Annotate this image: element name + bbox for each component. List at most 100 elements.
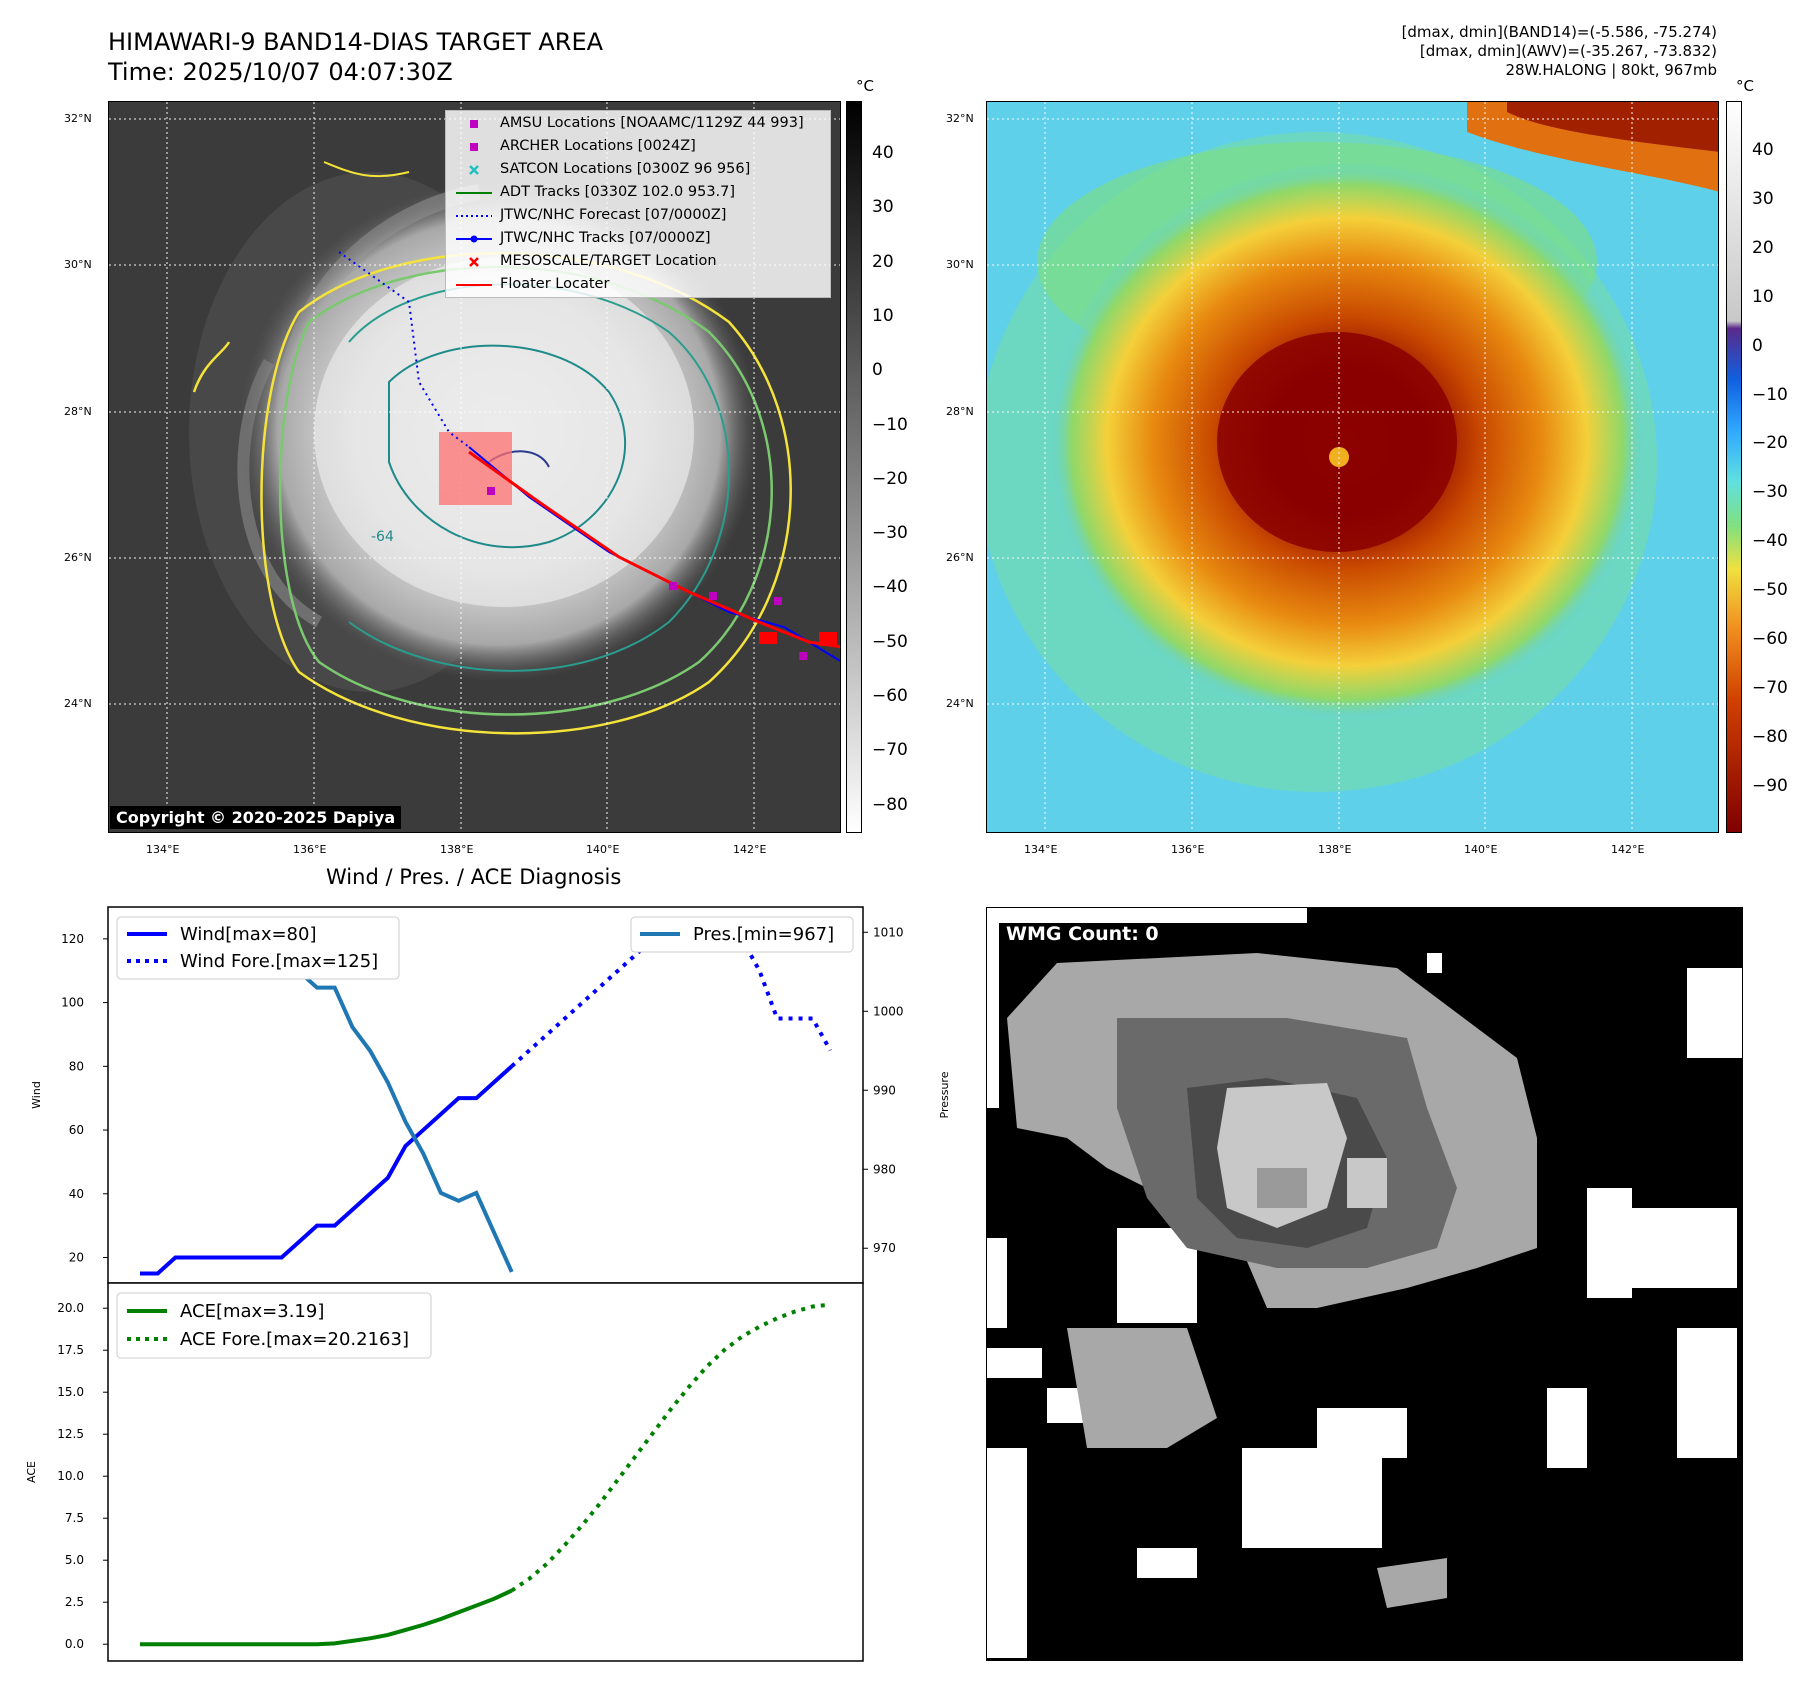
lon-label-140e: 140°E xyxy=(586,843,620,856)
gray-colorbar-tick: −70 xyxy=(872,740,908,761)
gray-colorbar-tick: 20 xyxy=(872,251,894,272)
wind-ytick-label: 80 xyxy=(69,1059,84,1073)
pres-legend: Pres.[min=967] xyxy=(630,916,854,953)
wind-line xyxy=(140,1064,514,1276)
color-colorbar-tick: −40 xyxy=(1752,531,1788,552)
awv-color-panel xyxy=(986,101,1719,833)
color-colorbar-tick: 20 xyxy=(1752,237,1774,258)
pres-ytick-label: 970 xyxy=(873,1241,896,1255)
ace-ytick-label: 7.5 xyxy=(65,1511,84,1525)
lon-label-138e-right: 138°E xyxy=(1318,843,1352,856)
lon-label-142e-right: 142°E xyxy=(1611,843,1645,856)
wmg-panel xyxy=(986,907,1743,1661)
ace-ytick-label: 2.5 xyxy=(65,1595,84,1609)
gray-colorbar xyxy=(846,101,862,833)
lon-label-134e: 134°E xyxy=(146,843,180,856)
ace-fore-legend-label: ACE Fore.[max=20.2163] xyxy=(180,1329,409,1350)
lat-label-32n-right: 32°N xyxy=(946,112,974,125)
ace-ytick-label: 5.0 xyxy=(65,1553,84,1567)
ace-ytick-label: 17.5 xyxy=(57,1343,84,1357)
lat-label-30n-right: 30°N xyxy=(946,258,974,271)
wmg-image xyxy=(987,908,1742,1660)
pres-ytick-label: 980 xyxy=(873,1162,896,1176)
color-colorbar-tick: −10 xyxy=(1752,384,1788,405)
storm-info-text: 28W.HALONG | 80kt, 967mb xyxy=(1505,61,1717,79)
wind-ytick-label: 20 xyxy=(69,1251,84,1265)
gray-colorbar-tick: −40 xyxy=(872,577,908,598)
map-legend: AMSU Locations [NOAAMC/1129Z 44 993] ARC… xyxy=(445,110,831,298)
awv-color-image xyxy=(987,102,1718,832)
color-colorbar-tick: 30 xyxy=(1752,188,1774,209)
wind-legend: Wind[max=80] Wind Fore.[max=125] xyxy=(116,916,400,980)
color-colorbar-tick: −20 xyxy=(1752,433,1788,454)
gray-colorbar-tick: 0 xyxy=(872,360,883,381)
wind-ytick-label: 120 xyxy=(61,932,84,946)
lon-label-138e: 138°E xyxy=(440,843,474,856)
gray-colorbar-tick: −10 xyxy=(872,414,908,435)
color-colorbar-tick: −30 xyxy=(1752,482,1788,503)
lon-label-140e-right: 140°E xyxy=(1464,843,1498,856)
lat-label-30n: 30°N xyxy=(64,258,92,271)
ace-ytick-label: 0.0 xyxy=(65,1637,84,1651)
color-colorbar-tick: 0 xyxy=(1752,335,1763,356)
wind-forecast-line xyxy=(510,920,833,1068)
wind-legend-label: Wind[max=80] xyxy=(180,924,317,945)
dmax-awv-text: [dmax, dmin](AWV)=(-35.267, -73.832) xyxy=(1419,42,1717,60)
color-colorbar-unit: °C xyxy=(1736,77,1754,95)
lat-label-28n: 28°N xyxy=(64,405,92,418)
ace-axis-label: ACE xyxy=(25,1461,38,1483)
color-colorbar-tick: −60 xyxy=(1752,629,1788,649)
pres-legend-label: Pres.[min=967] xyxy=(693,924,834,945)
color-colorbar-tick: 40 xyxy=(1752,140,1774,160)
figure-title-line1: HIMAWARI-9 BAND14-DIAS TARGET AREA xyxy=(108,28,604,56)
pres-ytick-label: 1000 xyxy=(873,1004,904,1018)
lon-label-136e-right: 136°E xyxy=(1171,843,1205,856)
pres-ytick-label: 1010 xyxy=(873,925,904,939)
ace-forecast-line xyxy=(510,1302,831,1593)
wind-fore-legend-label: Wind Fore.[max=125] xyxy=(180,951,378,972)
diagnosis-title: Wind / Pres. / ACE Diagnosis xyxy=(326,865,622,889)
copyright-label: Copyright © 2020-2025 Dapiya xyxy=(110,806,402,829)
wind-ytick-label: 60 xyxy=(69,1123,84,1137)
color-colorbar-tick: −80 xyxy=(1752,726,1788,747)
color-colorbar-tick: −50 xyxy=(1752,580,1788,601)
lat-label-24n: 24°N xyxy=(64,697,92,710)
gray-colorbar-tick: 10 xyxy=(872,305,894,326)
color-colorbar-tick: 10 xyxy=(1752,286,1774,307)
wind-axis-label: Wind xyxy=(30,1081,43,1109)
ace-ytick-label: 20.0 xyxy=(57,1301,84,1315)
pres-ytick-label: 990 xyxy=(873,1083,896,1097)
lat-label-26n-right: 26°N xyxy=(946,551,974,564)
color-colorbar-tick: −70 xyxy=(1752,677,1788,698)
gray-colorbar-unit: °C xyxy=(856,77,874,95)
lat-label-28n-right: 28°N xyxy=(946,405,974,418)
lon-label-134e-right: 134°E xyxy=(1024,843,1058,856)
lat-label-24n-right: 24°N xyxy=(946,697,974,710)
ace-ytick-label: 10.0 xyxy=(57,1469,84,1483)
contour-label: -64 xyxy=(371,529,394,545)
gray-colorbar-tick: −30 xyxy=(872,523,908,544)
ace-line xyxy=(140,1588,513,1647)
pressure-axis-label: Pressure xyxy=(938,1071,951,1118)
gray-colorbar-tick: 30 xyxy=(872,197,894,218)
wind-ytick-label: 40 xyxy=(69,1187,84,1201)
ace-ytick-label: 15.0 xyxy=(57,1385,84,1399)
lat-label-32n: 32°N xyxy=(64,112,92,125)
gray-colorbar-tick: 40 xyxy=(872,143,894,163)
ace-legend-label: ACE[max=3.19] xyxy=(180,1301,324,1322)
gray-colorbar-tick: −20 xyxy=(872,468,908,489)
wind-ytick-label: 100 xyxy=(61,996,84,1010)
gray-colorbar-tick: −50 xyxy=(872,631,908,652)
ace-ytick-label: 12.5 xyxy=(57,1427,84,1441)
color-colorbar xyxy=(1726,101,1742,833)
dmax-band14-text: [dmax, dmin](BAND14)=(-5.586, -75.274) xyxy=(1401,23,1717,41)
diagnosis-chart: 20 40 60 80 100 120 970 980 990 1000 1010 0.0 2.5 5.… xyxy=(25,906,951,1662)
lon-label-136e: 136°E xyxy=(293,843,327,856)
color-colorbar-tick: −90 xyxy=(1752,775,1788,796)
figure-title-line2: Time: 2025/10/07 04:07:30Z xyxy=(108,58,453,86)
ace-legend: ACE[max=3.19] ACE Fore.[max=20.2163] xyxy=(116,1292,432,1359)
lat-label-26n: 26°N xyxy=(64,551,92,564)
wmg-count-label: WMG Count: 0 xyxy=(1006,923,1159,945)
gray-colorbar-tick: −60 xyxy=(872,686,908,706)
gray-colorbar-tick: −80 xyxy=(872,794,908,815)
